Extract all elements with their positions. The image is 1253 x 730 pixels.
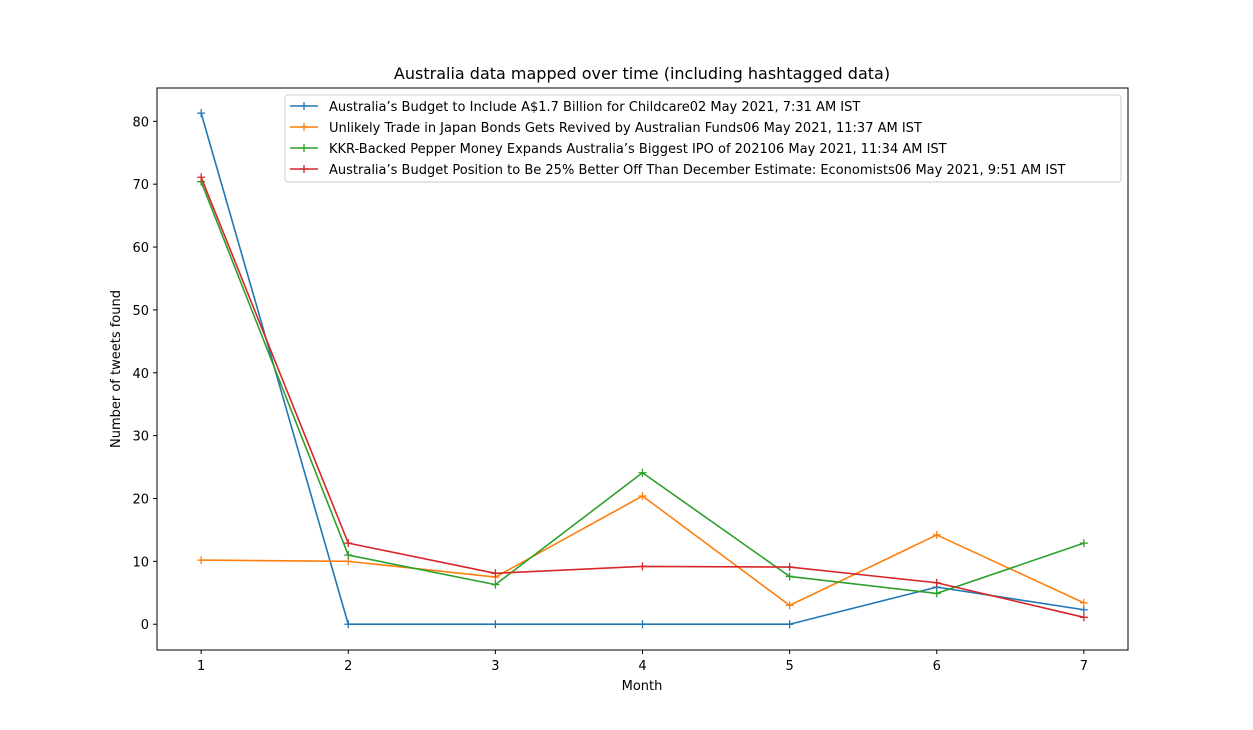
series-3 — [197, 177, 1088, 598]
y-tick-label: 30 — [132, 430, 149, 445]
data-point — [1079, 605, 1088, 614]
data-point — [638, 620, 647, 629]
data-point — [638, 468, 647, 477]
data-point — [932, 530, 941, 539]
series-4 — [197, 173, 1088, 622]
series-line — [200, 181, 1085, 595]
legend-entry: KKR-Backed Pepper Money Expands Australi… — [290, 142, 947, 157]
data-point — [344, 539, 353, 548]
data-point — [197, 556, 206, 565]
series-1 — [197, 109, 1088, 629]
data-point — [1079, 539, 1088, 548]
y-tick-label: 40 — [132, 367, 149, 382]
x-tick-label: 2 — [344, 659, 352, 674]
x-tick-label: 3 — [491, 659, 499, 674]
data-point — [197, 173, 206, 182]
data-point — [491, 569, 500, 578]
series-group — [197, 109, 1088, 629]
data-point — [638, 562, 647, 571]
data-point — [785, 572, 794, 581]
legend-box — [284, 94, 1122, 183]
legend-entry: Australia’s Budget Position to Be 25% Be… — [290, 163, 1065, 178]
x-tick-label: 7 — [1080, 659, 1088, 674]
x-tick-label: 6 — [933, 659, 941, 674]
data-point — [932, 589, 941, 598]
data-point — [197, 109, 206, 118]
y-tick-label: 20 — [132, 492, 149, 507]
series-line — [200, 112, 1084, 626]
data-point — [638, 491, 647, 500]
legend: Australia’s Budget to Include A$1.7 Bill… — [284, 94, 1122, 183]
data-point — [491, 620, 500, 629]
data-point — [491, 580, 500, 589]
data-point — [785, 620, 794, 629]
y-tick-label: 70 — [132, 178, 149, 193]
y-axis-title: Number of tweets found — [109, 290, 124, 448]
legend-entry: Unlikely Trade in Japan Bonds Gets Reviv… — [290, 121, 922, 136]
x-axis-title: Month — [622, 679, 663, 694]
legend-label: Unlikely Trade in Japan Bonds Gets Reviv… — [329, 121, 922, 136]
legend-marker — [300, 144, 308, 152]
legend-entry: Australia’s Budget to Include A$1.7 Bill… — [290, 100, 860, 115]
y-tick-label: 80 — [132, 115, 149, 130]
x-tick-label: 4 — [638, 659, 646, 674]
y-tick-label: 60 — [132, 241, 149, 256]
data-point — [1079, 613, 1088, 622]
data-point — [932, 578, 941, 587]
y-tick-label: 50 — [132, 304, 149, 319]
legend-marker — [300, 102, 308, 110]
data-point — [344, 551, 353, 560]
data-point — [344, 620, 353, 629]
x-axis: 1 2 3 4 5 6 7 — [197, 650, 1088, 674]
y-axis: 0 10 20 30 40 50 60 70 80 — [132, 115, 157, 633]
legend-marker — [300, 123, 308, 131]
series-2 — [197, 491, 1088, 610]
legend-label: Australia’s Budget to Include A$1.7 Bill… — [329, 100, 860, 115]
data-point — [785, 563, 794, 572]
y-tick-label: 10 — [132, 555, 149, 570]
legend-marker — [300, 165, 308, 173]
chart-title: Australia data mapped over time (includi… — [394, 64, 890, 83]
series-line — [200, 176, 1085, 619]
data-point — [785, 601, 794, 610]
y-tick-label: 0 — [141, 618, 149, 633]
legend-label: Australia’s Budget Position to Be 25% Be… — [329, 163, 1065, 178]
x-tick-label: 1 — [197, 659, 205, 674]
data-point — [1079, 598, 1088, 607]
x-tick-label: 5 — [785, 659, 793, 674]
legend-label: KKR-Backed Pepper Money Expands Australi… — [329, 142, 947, 157]
